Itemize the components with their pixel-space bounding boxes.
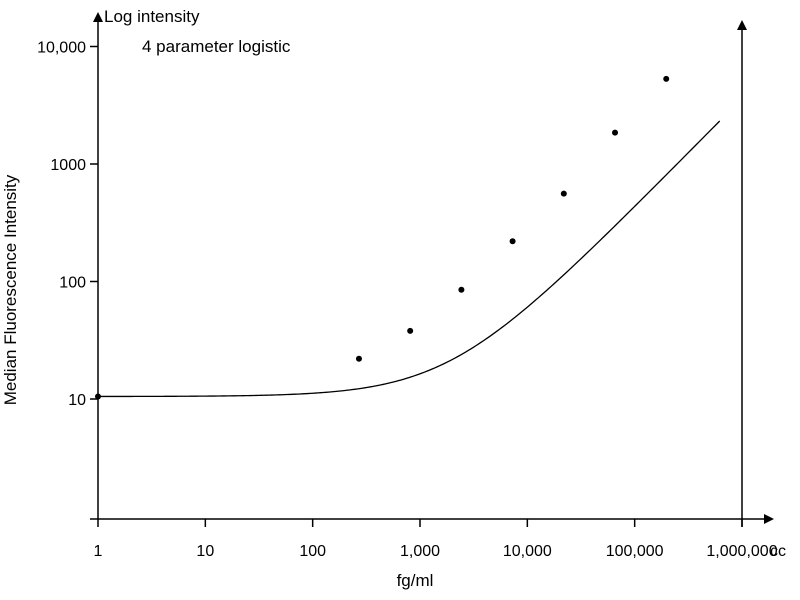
fit-curve bbox=[98, 120, 721, 398]
tick-marks bbox=[90, 45, 743, 527]
data-points bbox=[95, 75, 670, 400]
data-point bbox=[560, 190, 567, 197]
data-point bbox=[458, 286, 465, 293]
x-axis-end-label: cc bbox=[770, 543, 786, 560]
data-point bbox=[95, 393, 101, 400]
chart-title: Log intensity bbox=[104, 7, 200, 26]
x-tick-label: 1,000,000 bbox=[706, 543, 777, 560]
x-tick-label: 1 bbox=[94, 543, 103, 560]
data-point bbox=[355, 355, 362, 362]
y-tick-labels: 10 100 1000 10,000 bbox=[37, 40, 86, 410]
y-tick-label: 10,000 bbox=[37, 40, 86, 57]
y-tick-label: 1000 bbox=[50, 157, 86, 174]
y-axis-title: Median Fluorescence Intensity bbox=[1, 174, 20, 405]
x-tick-labels: 1 10 100 1,000 10,000 100,000 1,000,000 bbox=[94, 543, 778, 560]
x-tick-label: 100 bbox=[299, 543, 326, 560]
data-point bbox=[663, 75, 670, 82]
axes bbox=[90, 12, 774, 527]
x-tick-label: 100,000 bbox=[606, 543, 664, 560]
x-axis-title: fg/ml bbox=[397, 571, 434, 590]
data-point bbox=[407, 327, 414, 334]
x-tick-label: 10,000 bbox=[503, 543, 552, 560]
chart-subtitle: 4 parameter logistic bbox=[142, 37, 291, 56]
y-tick-label: 10 bbox=[68, 392, 86, 409]
y-tick-label: 100 bbox=[59, 275, 86, 292]
x-tick-label: 1,000 bbox=[400, 543, 440, 560]
data-point bbox=[612, 129, 619, 136]
x-tick-label: 10 bbox=[196, 543, 214, 560]
fit-curve-group bbox=[98, 120, 721, 398]
data-point bbox=[509, 238, 516, 245]
